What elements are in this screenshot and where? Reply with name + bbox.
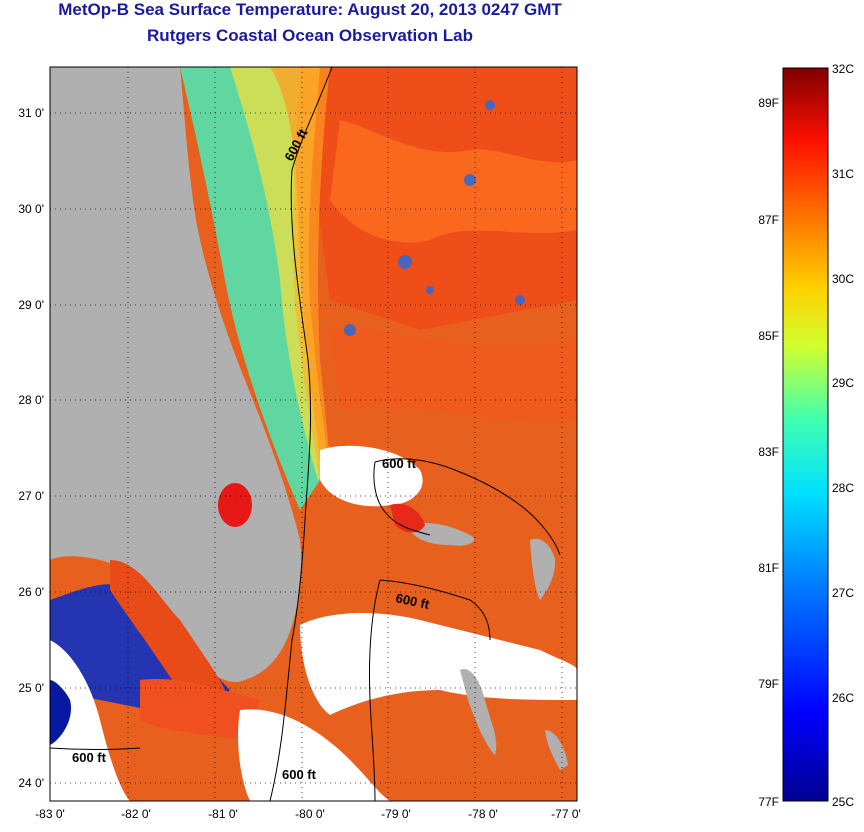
colorbar-fahrenheit-label: 87F <box>758 213 779 227</box>
lon-tick-label: -78 0' <box>468 807 498 821</box>
map-frame <box>49 66 578 802</box>
lon-tick-label: -83 0' <box>35 807 65 821</box>
contour-600ft-bahamas <box>373 458 561 556</box>
colorbar-celsius-label: 26C <box>832 691 854 705</box>
lon-axis: -83 0' -82 0' -81 0' -80 0' -79 0' -78 0… <box>35 807 581 821</box>
colorbar-fahrenheit-label: 79F <box>758 677 779 691</box>
lat-tick-label: 25 0' <box>18 681 44 695</box>
map-subtitle: Rutgers Coastal Ocean Observation Lab <box>147 26 473 45</box>
colorbar-fahrenheit-label: 83F <box>758 445 779 459</box>
florida-land <box>50 67 302 682</box>
colorbar-fahrenheit-label: 89F <box>758 96 779 110</box>
contour-label: 600 ft <box>394 590 431 612</box>
map-panel <box>50 67 577 801</box>
lat-tick-label: 29 0' <box>18 298 44 312</box>
lon-tick-label: -80 0' <box>295 807 325 821</box>
lon-tick-label: -79 0' <box>381 807 411 821</box>
colorbar-fahrenheit-label: 81F <box>758 561 779 575</box>
colorbar-celsius-label: 27C <box>832 586 854 600</box>
colorbar-gradient <box>782 67 829 802</box>
lat-tick-label: 30 0' <box>18 202 44 216</box>
colorbar-fahrenheit-label: 85F <box>758 329 779 343</box>
lat-tick-label: 31 0' <box>18 106 44 120</box>
lon-tick-label: -82 0' <box>121 807 151 821</box>
colorbar-celsius-label: 28C <box>832 481 854 495</box>
lon-tick-label: -81 0' <box>208 807 238 821</box>
colorbar-celsius-label: 25C <box>832 795 854 809</box>
colorbar-celsius-label: 31C <box>832 167 854 181</box>
colorbar-celsius-label: 30C <box>832 272 854 286</box>
lat-tick-label: 27 0' <box>18 489 44 503</box>
contour-label: 600 ft <box>282 767 317 782</box>
colorbar-celsius-label: 29C <box>832 376 854 390</box>
contour-label: 600 ft <box>72 750 107 765</box>
lat-tick-label: 24 0' <box>18 776 44 790</box>
lat-tick-label: 26 0' <box>18 585 44 599</box>
colorbar-celsius-label: 32C <box>832 62 854 76</box>
contour-600ft-florida <box>269 67 333 801</box>
lake-okeechobee <box>218 483 252 527</box>
colorbar-fahrenheit-label: 77F <box>758 795 779 809</box>
contour-label: 600 ft <box>382 456 417 471</box>
colorbar: 32C 31C 30C 29C 28C 27C 26C 25C 89F 87F … <box>758 62 854 809</box>
lon-tick-label: -77 0' <box>551 807 581 821</box>
map-title: MetOp-B Sea Surface Temperature: August … <box>58 0 562 19</box>
lat-tick-label: 28 0' <box>18 393 44 407</box>
lat-axis: 31 0' 30 0' 29 0' 28 0' 27 0' 26 0' 25 0… <box>18 106 44 790</box>
cloud-patch <box>320 445 423 507</box>
